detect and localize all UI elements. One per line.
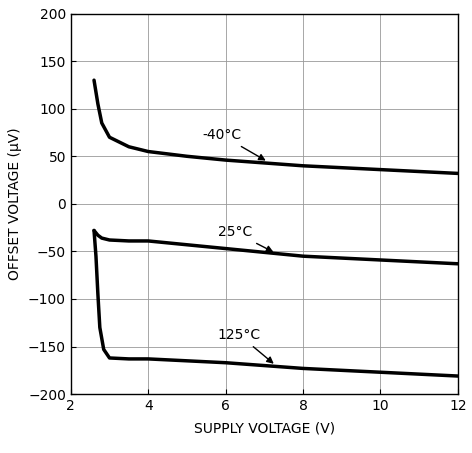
- Text: 125°C: 125°C: [218, 328, 273, 363]
- Text: -40°C: -40°C: [202, 128, 264, 160]
- X-axis label: SUPPLY VOLTAGE (V): SUPPLY VOLTAGE (V): [194, 421, 335, 435]
- Text: 25°C: 25°C: [218, 226, 272, 251]
- Y-axis label: OFFSET VOLTAGE (μV): OFFSET VOLTAGE (μV): [8, 128, 22, 280]
